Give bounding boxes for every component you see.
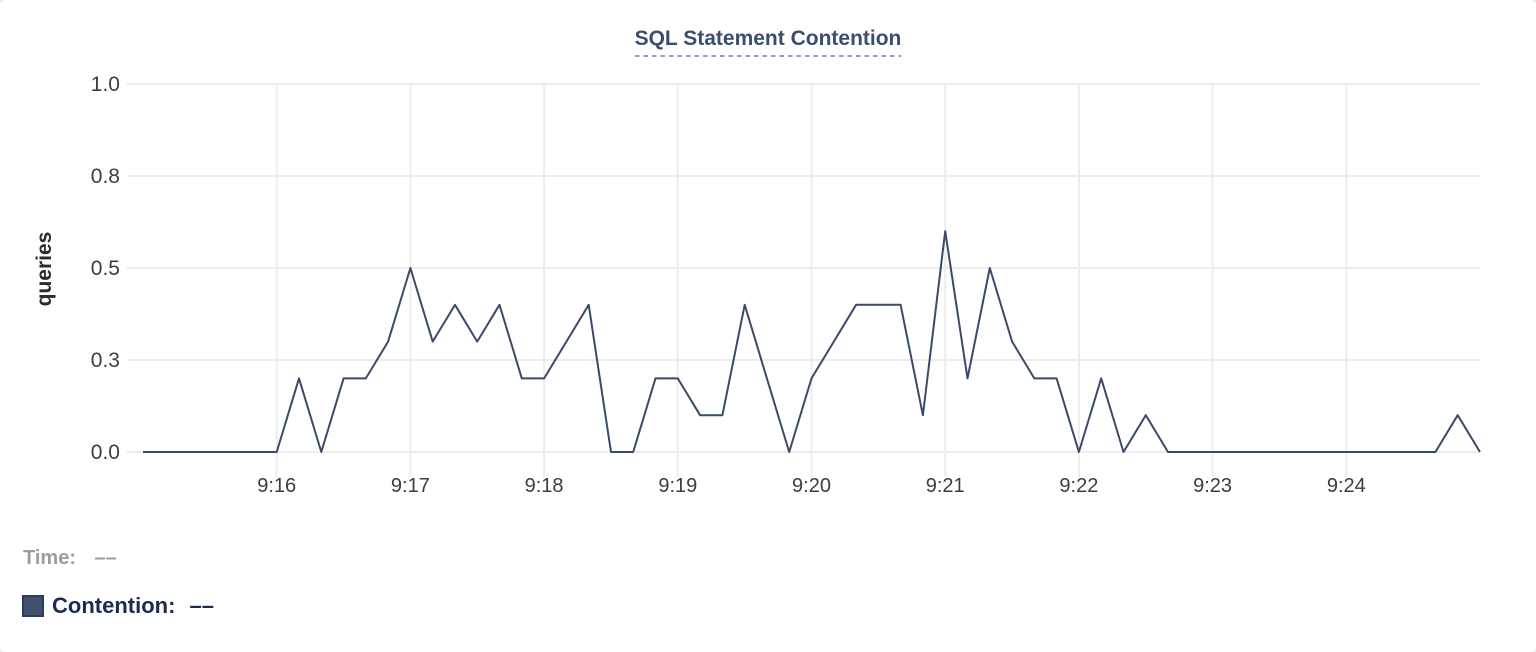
svg-text:9:17: 9:17 bbox=[391, 475, 430, 497]
svg-text:9:16: 9:16 bbox=[257, 475, 296, 497]
svg-text:9:18: 9:18 bbox=[525, 475, 564, 497]
svg-text:9:24: 9:24 bbox=[1327, 475, 1366, 497]
svg-text:0.8: 0.8 bbox=[91, 165, 120, 188]
svg-text:9:21: 9:21 bbox=[926, 475, 965, 497]
svg-text:9:19: 9:19 bbox=[658, 475, 697, 497]
svg-text:0.0: 0.0 bbox=[91, 441, 120, 464]
svg-text:9:23: 9:23 bbox=[1193, 475, 1232, 497]
svg-text:queries: queries bbox=[33, 232, 56, 307]
svg-text:1.0: 1.0 bbox=[91, 73, 120, 96]
svg-text:0.5: 0.5 bbox=[91, 257, 120, 280]
svg-text:9:20: 9:20 bbox=[792, 475, 831, 497]
svg-text:9:22: 9:22 bbox=[1059, 475, 1098, 497]
svg-text:0.3: 0.3 bbox=[91, 349, 120, 372]
